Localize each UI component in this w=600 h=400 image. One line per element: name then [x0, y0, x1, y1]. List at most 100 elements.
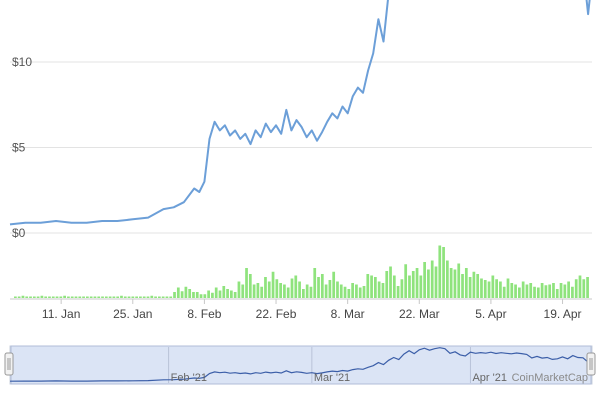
volume-bar [578, 275, 582, 298]
y-axis-labels: $0$5$10$15$20$25 [12, 55, 32, 240]
volume-bar [70, 296, 74, 298]
volume-bar [457, 263, 461, 298]
volume-bar [389, 266, 392, 298]
volume-bar [320, 274, 324, 298]
volume-bar [32, 296, 36, 298]
volume-bar [491, 275, 495, 298]
volume-bar [199, 294, 203, 298]
volume-bar [294, 275, 298, 298]
volume-bar [256, 283, 260, 298]
volume-bar [392, 275, 396, 298]
volume-bar [169, 296, 173, 298]
volume-bar [203, 294, 207, 298]
volume-bar [468, 277, 472, 298]
navigator-selection[interactable] [10, 345, 592, 385]
volume-bar [502, 286, 506, 298]
volume-bar [188, 289, 192, 298]
volume-bar [328, 280, 332, 298]
x-tick-label: 22. Mar [399, 307, 440, 321]
volume-bar [362, 286, 366, 298]
volume-bar [248, 274, 252, 298]
volume-bar [146, 296, 150, 298]
volume-bar [36, 296, 40, 298]
navigator-left-handle[interactable] [4, 352, 14, 376]
volume-bar [309, 286, 313, 298]
volume-bar [131, 296, 135, 298]
volume-bar [302, 289, 305, 298]
volume-bar [150, 295, 154, 298]
volume-bar [298, 281, 301, 298]
volume-bar [135, 296, 138, 298]
y-tick-label: $0 [12, 226, 26, 240]
volume-bar [483, 280, 487, 298]
volume-bar [267, 281, 271, 298]
volume-bar [525, 284, 529, 298]
volume-bar [567, 281, 570, 298]
volume-bar [495, 279, 498, 298]
y-tick-label: $5 [12, 141, 26, 155]
volume-bar [400, 279, 404, 298]
volume-bar [112, 296, 116, 298]
volume-bar [317, 277, 320, 298]
volume-bar [89, 296, 93, 298]
volume-bar [158, 296, 161, 298]
watermark: CoinMarketCap [512, 372, 588, 384]
volume-bar [343, 286, 347, 298]
volume-bar [563, 284, 567, 298]
volume-bar [218, 290, 222, 298]
volume-bar [104, 296, 108, 298]
volume-bar [195, 292, 199, 298]
volume-bar [161, 296, 165, 298]
volume-bar [453, 269, 457, 298]
volume-bar [411, 271, 415, 298]
volume-bar [540, 283, 544, 298]
volume-bar [271, 271, 275, 298]
volume-bar [51, 296, 55, 298]
volume-bar [324, 284, 328, 298]
price-line [9, 0, 591, 226]
volume-bar [237, 281, 241, 298]
volume-bar [173, 292, 176, 298]
volume-bars [14, 245, 589, 298]
volume-bar [518, 287, 521, 298]
x-tick-label: 19. Apr [544, 307, 582, 321]
volume-bar [487, 281, 491, 298]
volume-bar [506, 278, 510, 298]
volume-bar [529, 283, 533, 298]
navigator-price-line [9, 347, 594, 382]
volume-bar [305, 284, 309, 298]
volume-bar [230, 290, 233, 298]
volume-bar [29, 296, 32, 298]
volume-bar [275, 279, 279, 298]
volume-bar [404, 264, 408, 298]
volume-bar [480, 278, 483, 298]
volume-bar [86, 296, 89, 298]
volume-bar [245, 268, 248, 298]
navigator-label: Apr '21 [472, 372, 507, 384]
volume-bar [108, 296, 112, 298]
volume-bar [347, 289, 351, 298]
volume-bar [226, 289, 229, 298]
x-tick-label: 8. Feb [187, 307, 221, 321]
volume-bar [434, 266, 438, 298]
volume-bar [93, 296, 97, 298]
volume-bar [339, 284, 343, 298]
volume-bar [559, 283, 563, 298]
navigator-label: Mar '21 [314, 372, 350, 384]
volume-bar [260, 286, 264, 298]
volume-bar [252, 284, 256, 298]
volume-bar [521, 281, 525, 298]
navigator[interactable]: Feb '21 Mar '21 Apr '21 CoinMarketCap [4, 345, 596, 385]
volume-bar [446, 260, 449, 298]
volume-bar [582, 279, 586, 298]
volume-bar [370, 275, 373, 298]
volume-bar [548, 284, 552, 298]
volume-bar [17, 296, 21, 298]
volume-bar [552, 283, 555, 298]
volume-bar [514, 284, 517, 298]
volume-bar [139, 296, 142, 298]
volume-bar [279, 283, 282, 298]
volume-bar [286, 287, 290, 298]
navigator-right-handle[interactable] [586, 352, 596, 376]
